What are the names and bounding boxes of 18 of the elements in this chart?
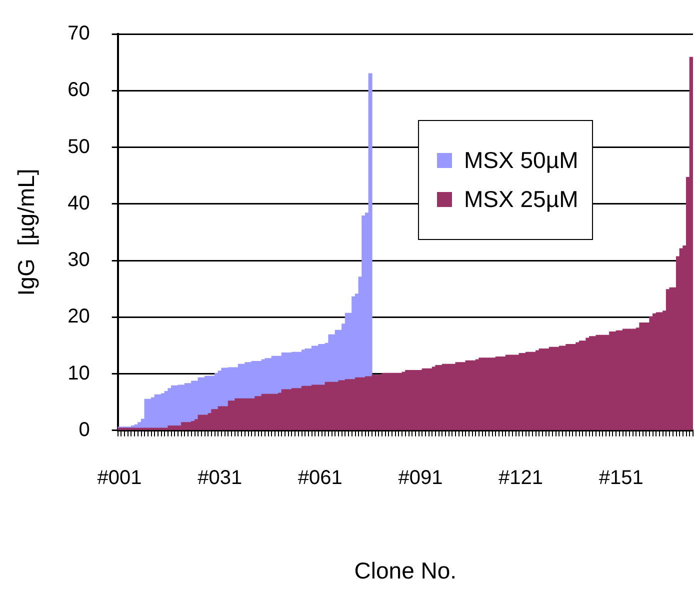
y-tick-label: 0 [78, 418, 90, 441]
y-tick-label: 10 [68, 362, 90, 384]
x-tick-label: #151 [598, 466, 644, 489]
y-tick-label: 40 [68, 192, 90, 214]
x-tick-label: #061 [298, 466, 342, 489]
y-tick-label: 30 [68, 249, 90, 272]
x-tick-label: #091 [398, 466, 443, 489]
x-tick-label: #121 [498, 466, 544, 489]
y-tick-label: 60 [68, 79, 90, 102]
y-axis-title: IgG [µg/mL] [13, 168, 40, 296]
legend-label: MSX 25µM [464, 186, 578, 213]
y-tick-label: 50 [68, 136, 90, 158]
x-axis-title: Clone No. [354, 558, 457, 584]
y-tick-label: 20 [68, 306, 90, 328]
y-tick-label: 70 [68, 22, 90, 45]
legend-label: MSX 50µM [464, 147, 578, 174]
x-tick-label: #001 [97, 466, 142, 489]
x-tick-label: #031 [198, 466, 242, 489]
